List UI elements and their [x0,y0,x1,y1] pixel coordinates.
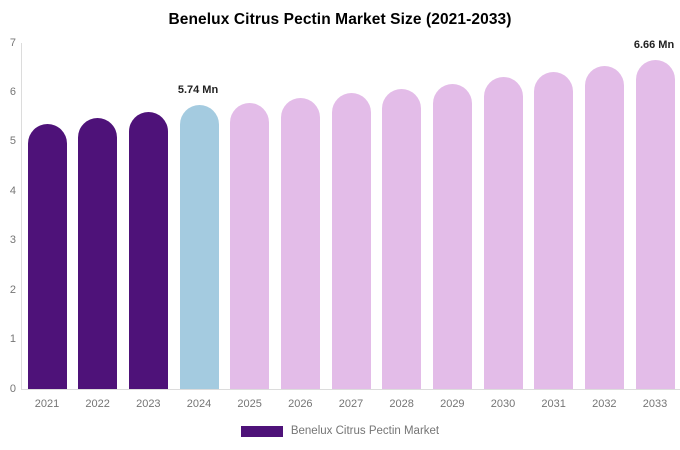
bar-2025[interactable] [230,102,270,389]
x-tick-label-2031: 2031 [541,398,566,410]
bar-2030[interactable] [483,77,523,389]
bar-2026[interactable] [280,97,320,389]
bar-2028[interactable] [382,88,422,389]
x-tick-label-2023: 2023 [136,398,161,410]
y-axis-line [21,43,22,390]
x-tick-label-2026: 2026 [288,398,313,410]
y-tick-label-5: 5 [9,135,16,148]
y-tick-label-1: 1 [9,333,16,346]
x-tick-label-2028: 2028 [389,398,414,410]
x-tick-label-2025: 2025 [237,398,262,410]
x-tick-label-2033: 2033 [642,398,668,410]
x-tick-label-2030: 2030 [490,398,516,410]
y-tick-label-7: 7 [9,36,16,49]
bar-2031[interactable] [534,71,574,389]
bar-2022[interactable] [78,117,118,389]
y-tick-label-6: 6 [9,85,16,98]
y-tick-label-4: 4 [9,184,16,197]
bar-2032[interactable] [584,66,624,389]
x-tick-label-2021: 2021 [34,398,60,410]
data-label-2033: 6.66 Mn [633,38,675,51]
x-axis-line [21,389,680,390]
bar-2027[interactable] [331,93,371,389]
bar-2021[interactable] [27,123,67,389]
bar-2024[interactable] [179,105,219,389]
x-tick-label-2027: 2027 [338,398,364,410]
y-tick-label-0: 0 [9,382,16,395]
legend[interactable]: Benelux Citrus Pectin Market [0,425,680,437]
x-tick-label-2022: 2022 [85,398,110,410]
y-tick-label-3: 3 [9,234,16,247]
bar-2023[interactable] [128,111,168,389]
bar-2029[interactable] [432,84,472,389]
chart-title: Benelux Citrus Pectin Market Size (2021-… [168,11,512,28]
data-label-2024: 5.74 Mn [177,84,219,97]
y-tick-label-2: 2 [9,283,16,296]
x-tick-label-2029: 2029 [440,398,465,410]
bar-2033[interactable] [635,59,675,389]
legend-label: Benelux Citrus Pectin Market [290,425,440,437]
x-tick-label-2024: 2024 [186,398,212,410]
x-tick-label-2032: 2032 [592,398,617,410]
legend-swatch [240,425,283,437]
